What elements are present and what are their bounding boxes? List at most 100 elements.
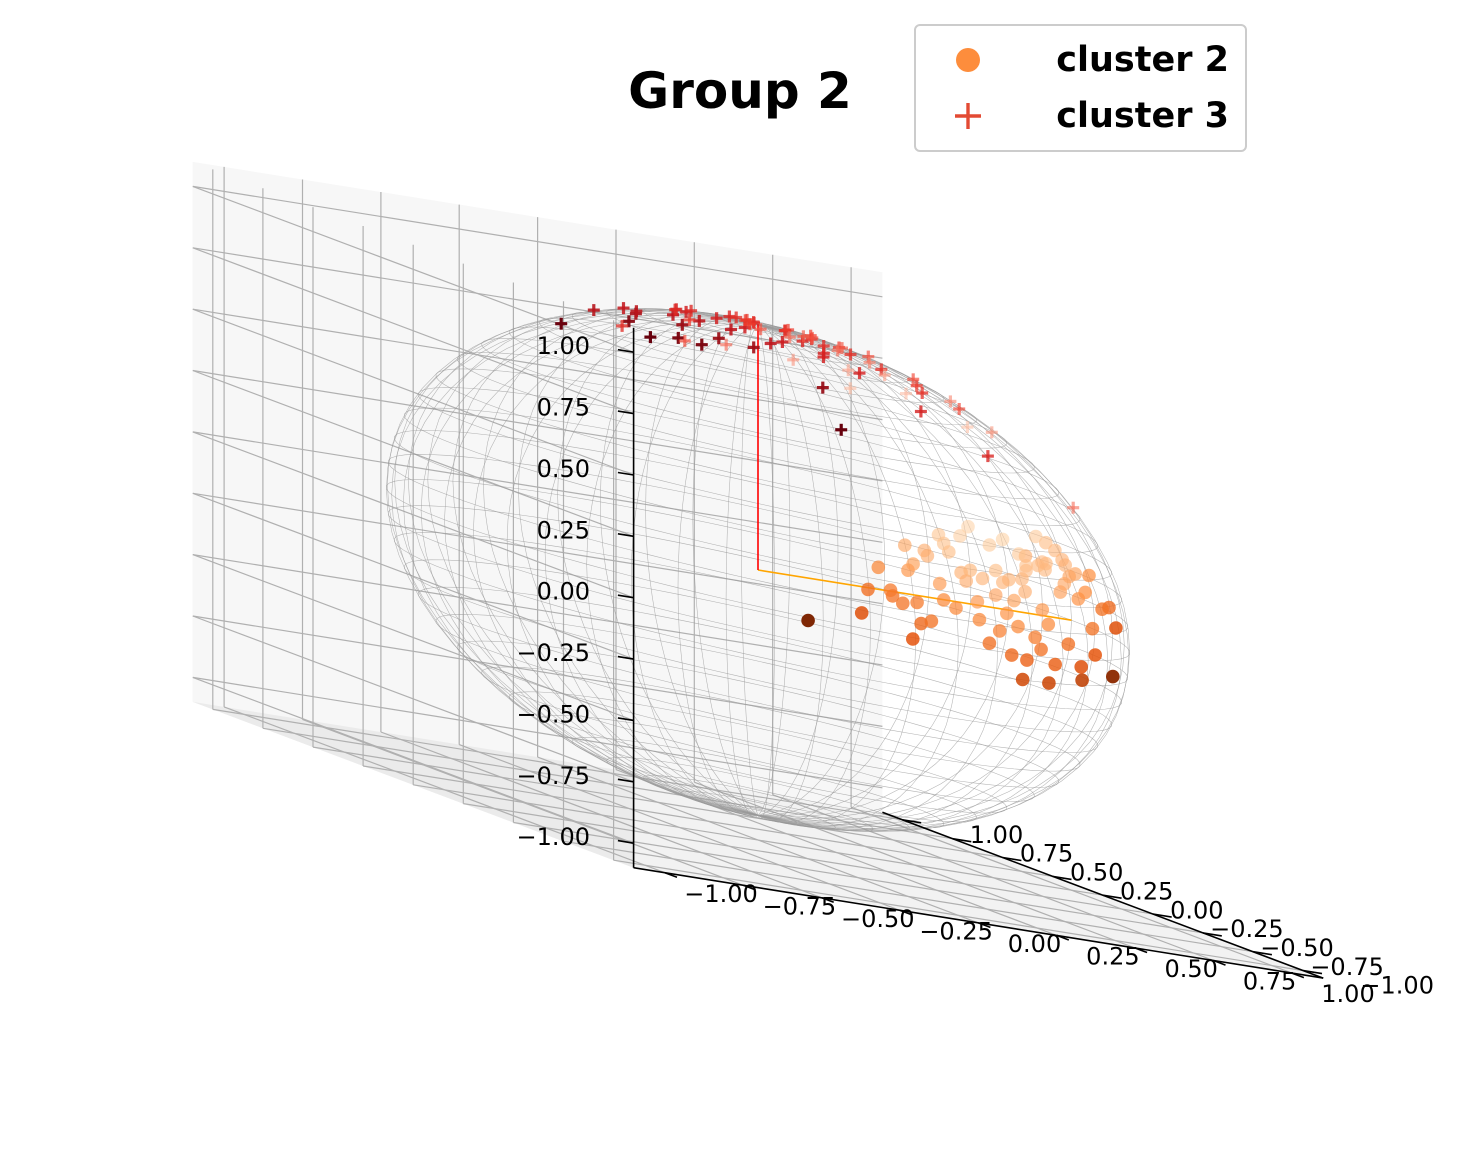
z-tick-mark	[617, 348, 634, 353]
sphere-longitude-line	[757, 324, 776, 820]
sphere-longitude-line	[757, 324, 930, 816]
data-point-series-2	[617, 302, 630, 315]
x-tick-mark	[978, 922, 991, 929]
data-point-series-1	[1041, 617, 1056, 632]
data-point-series-2	[835, 423, 848, 436]
x-axis-line	[633, 866, 1324, 979]
sphere-longitude-line	[740, 320, 759, 816]
z-tick-label: −0.25	[516, 639, 590, 667]
sphere-longitude-line	[444, 319, 759, 816]
data-point-series-1	[898, 538, 912, 552]
data-point-series-2	[783, 331, 796, 344]
data-point-series-1	[1048, 543, 1062, 558]
data-point-series-2	[678, 334, 691, 347]
data-point-series-1	[988, 563, 1003, 578]
sphere-longitude-line	[544, 323, 759, 816]
sphere-longitude-line	[757, 324, 1129, 831]
data-point-series-1	[906, 632, 920, 646]
data-point-series-1	[936, 593, 951, 607]
data-point-series-1	[988, 588, 1003, 602]
y-tick-mark	[1052, 875, 1072, 881]
data-point-series-2	[644, 331, 657, 344]
sphere-longitude-line	[757, 324, 824, 821]
data-point-series-1	[1106, 669, 1120, 684]
data-point-series-1	[1020, 653, 1034, 667]
data-point-series-1	[1034, 642, 1048, 657]
data-point-series-1	[1000, 606, 1014, 621]
data-point-series-1	[1028, 529, 1043, 544]
gridline-floor-y	[363, 765, 1053, 877]
data-point-series-1	[982, 636, 997, 650]
data-point-series-2	[878, 369, 891, 382]
gridline-floor-y	[413, 784, 1103, 896]
gridline-backwall-z	[192, 431, 883, 543]
z-tick-label: −1.00	[516, 823, 590, 851]
data-point-series-1	[1015, 672, 1030, 687]
gridline-leftwall-z	[192, 431, 634, 599]
sphere-longitude-line	[757, 323, 839, 816]
data-point-series-1	[1074, 660, 1088, 674]
data-point-series-2	[985, 426, 998, 439]
data-point-series-2	[712, 332, 725, 345]
x-tick-mark	[1291, 972, 1305, 979]
sphere-longitude-line	[387, 309, 759, 816]
z-tick-label: −0.75	[516, 762, 590, 790]
legend-marker-cluster-3	[955, 103, 981, 129]
x-tick-label: 0.50	[1164, 955, 1217, 983]
sphere-longitude-line	[725, 324, 759, 818]
x-tick-label: 0.00	[1008, 930, 1061, 958]
data-point-series-1	[1048, 657, 1062, 672]
data-point-series-1	[1018, 585, 1032, 599]
x-tick-label: −1.00	[684, 880, 758, 908]
legend-marker-cluster-2	[956, 48, 980, 72]
y-tick-mark	[1202, 932, 1222, 937]
sphere-longitude-line	[394, 308, 759, 816]
sphere-longitude-line	[506, 322, 759, 816]
data-point-series-1	[975, 571, 990, 586]
gridline-leftwall-z	[192, 247, 634, 415]
x-tick-mark	[664, 871, 678, 878]
sphere-longitude-line	[420, 317, 759, 816]
data-point-series-1	[871, 560, 886, 575]
z-tick-label: 0.25	[537, 516, 590, 544]
x-tick-mark	[743, 884, 756, 891]
sphere-longitude-line	[757, 324, 871, 823]
z-tick-mark	[617, 410, 634, 415]
data-point-series-2	[831, 344, 844, 357]
data-point-series-2	[676, 318, 689, 331]
data-point-series-2	[916, 387, 929, 399]
axis-lines-and-ticks: −1.00−1.00−1.00−0.75−0.75−0.75−0.50−0.50…	[516, 327, 1434, 1008]
z-tick-mark	[617, 655, 634, 660]
legend-label-cluster-3: cluster 3	[1056, 96, 1229, 136]
data-point-series-2	[817, 340, 830, 352]
data-point-series-2	[900, 387, 912, 400]
sphere-longitude-line	[757, 324, 972, 817]
data-point-series-1	[1019, 559, 1033, 573]
sphere-longitude-line	[677, 324, 759, 817]
data-point-series-1	[906, 557, 920, 571]
y-tick-label: 1.00	[970, 821, 1023, 849]
legend-label-cluster-2: cluster 2	[1056, 40, 1229, 80]
z-tick-label: 0.50	[537, 455, 590, 483]
data-point-series-1	[1085, 621, 1100, 636]
data-point-series-2	[853, 367, 866, 380]
data-point-series-2	[944, 395, 957, 408]
sphere-longitude-line	[586, 324, 759, 816]
data-point-series-2	[863, 356, 876, 369]
z-tick-mark	[617, 471, 634, 476]
data-point-series-2	[695, 338, 708, 351]
data-point-series-2	[1067, 501, 1080, 514]
data-point-series-2	[669, 303, 682, 316]
data-point-series-1	[970, 595, 985, 609]
data-point-series-1	[949, 601, 963, 615]
data-point-series-1	[953, 529, 967, 543]
data-point-series-2	[730, 311, 743, 324]
gridline-floor-x	[694, 781, 1136, 949]
data-point-series-1	[1028, 630, 1042, 645]
gridline-floor-x	[850, 806, 1293, 974]
y-tick-mark	[902, 819, 922, 824]
data-point-series-1	[996, 575, 1010, 590]
y-tick-label: 0.50	[1070, 859, 1123, 887]
z-tick-mark	[617, 594, 634, 599]
x-tick-label: 0.75	[1243, 968, 1296, 996]
